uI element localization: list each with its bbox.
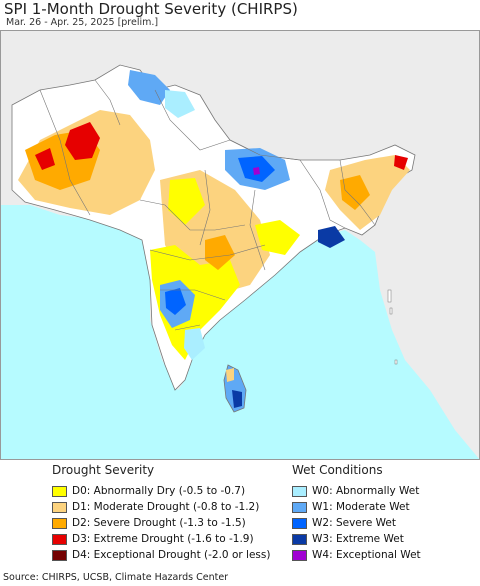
legend-wet-title: Wet Conditions xyxy=(292,463,383,477)
d2-patch xyxy=(205,235,235,270)
sri-lanka-w3 xyxy=(232,390,242,408)
map-title: SPI 1-Month Drought Severity (CHIRPS) xyxy=(4,0,298,18)
legend-item-d1: D1: Moderate Drought (-0.8 to -1.2) xyxy=(52,499,270,515)
d0-north xyxy=(168,178,205,225)
w1-himalaya xyxy=(128,70,170,105)
swatch-w3 xyxy=(292,533,307,545)
legend-item-d3: D3: Extreme Drought (-1.6 to -1.9) xyxy=(52,531,270,547)
d3-punjab xyxy=(65,122,100,160)
w4-ganga xyxy=(253,167,260,175)
w2-west-coast xyxy=(165,288,186,315)
legend-item-w1: W1: Moderate Wet xyxy=(292,499,421,515)
source-credit: Source: CHIRPS, UCSB, Climate Hazards Ce… xyxy=(3,572,229,583)
w3-bangladesh xyxy=(318,226,345,248)
w0-south xyxy=(184,328,205,360)
legend-item-d2: D2: Severe Drought (-1.3 to -1.5) xyxy=(52,515,270,531)
borders xyxy=(39,79,376,331)
legend-item-w0: W0: Abnormally Wet xyxy=(292,483,421,499)
w0-himalaya xyxy=(165,90,195,118)
map-date-range: Mar. 26 - Apr. 25, 2025 [prelim.] xyxy=(6,17,159,28)
legend-label-d1: D1: Moderate Drought (-0.8 to -1.2) xyxy=(72,501,260,513)
legend-label-w1: W1: Moderate Wet xyxy=(312,501,410,513)
swatch-w4 xyxy=(292,549,307,561)
legend-item-w2: W2: Severe Wet xyxy=(292,515,421,531)
sri-lanka-d1 xyxy=(226,368,234,382)
legend-label-w4: W4: Exceptional Wet xyxy=(312,549,421,561)
d2-northeast xyxy=(340,175,370,210)
swatch-d0 xyxy=(52,485,67,497)
legend-item-d0: D0: Abnormally Dry (-0.5 to -0.7) xyxy=(52,483,270,499)
legend-item-w3: W3: Extreme Wet xyxy=(292,531,421,547)
legend-label-d4: D4: Exceptional Drought (-2.0 or less) xyxy=(72,549,271,561)
legend-label-d0: D0: Abnormally Dry (-0.5 to -0.7) xyxy=(72,485,246,497)
swatch-d3 xyxy=(52,533,67,545)
d0-east xyxy=(255,220,300,255)
legend-drought-title: Drought Severity xyxy=(52,463,155,477)
andaman-islands xyxy=(387,289,398,365)
swatch-w0 xyxy=(292,485,307,497)
legend-label-w2: W2: Severe Wet xyxy=(312,517,396,529)
legend-item-w4: W4: Exceptional Wet xyxy=(292,547,421,563)
swatch-d4 xyxy=(52,549,67,561)
swatch-w1 xyxy=(292,501,307,513)
d0-peninsula xyxy=(150,245,240,360)
legend-label-w0: W0: Abnormally Wet xyxy=(312,485,420,497)
legend-label-d2: D2: Severe Drought (-1.3 to -1.5) xyxy=(72,517,246,529)
legend-wet: Wet Conditions W0: Abnormally Wet W1: Mo… xyxy=(292,463,421,563)
swatch-d2 xyxy=(52,517,67,529)
d3-west xyxy=(35,148,55,170)
legend-label-d3: D3: Extreme Drought (-1.6 to -1.9) xyxy=(72,533,254,545)
ocean xyxy=(0,205,480,460)
d3-ne xyxy=(394,155,408,170)
swatch-d1 xyxy=(52,501,67,513)
legend-drought: Drought Severity D0: Abnormally Dry (-0.… xyxy=(52,463,270,563)
legend-label-w3: W3: Extreme Wet xyxy=(312,533,404,545)
legend-item-d4: D4: Exceptional Drought (-2.0 or less) xyxy=(52,547,270,563)
drought-map xyxy=(0,30,480,460)
swatch-w2 xyxy=(292,517,307,529)
